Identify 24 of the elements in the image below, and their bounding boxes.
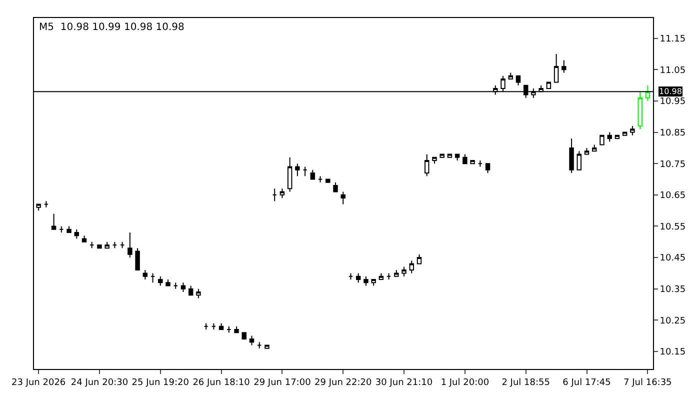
x-tick-label: 23 Jun 2026 <box>12 378 66 388</box>
y-tick-label: 10.35 <box>660 284 686 295</box>
y-tick-label: 10.55 <box>660 222 686 232</box>
x-tick-label: 7 Jul 16:35 <box>624 378 672 388</box>
chart-title: M5 10.98 10.99 10.98 10.98 <box>39 22 184 33</box>
y-tick-label: 10.45 <box>660 254 686 264</box>
y-tick-label: 10.65 <box>660 191 686 202</box>
x-tick-label: 24 Jun 20:30 <box>70 378 128 388</box>
y-tick-label: 11.05 <box>660 66 686 76</box>
y-tick-label: 10.85 <box>660 128 686 138</box>
y-tick-label: 11.15 <box>660 34 686 44</box>
y-tick-label: 10.15 <box>660 348 686 358</box>
x-tick-label: 29 Jun 17:00 <box>254 378 312 388</box>
x-tick-label: 2 Jul 18:55 <box>502 378 550 388</box>
ref-line-label: 10.98 <box>659 87 682 96</box>
x-tick-label: 29 Jun 22:20 <box>314 378 372 388</box>
x-tick-label: 6 Jul 17:45 <box>562 378 611 388</box>
x-tick-label: 30 Jun 21:10 <box>375 378 433 388</box>
x-tick-label: 26 Jun 18:10 <box>192 378 250 388</box>
y-tick-label: 10.25 <box>660 316 686 326</box>
y-tick-label: 10.95 <box>660 97 686 108</box>
x-tick-label: 1 Jul 20:00 <box>440 378 490 388</box>
x-tick-label: 25 Jun 19:20 <box>132 378 190 388</box>
y-tick-label: 10.75 <box>660 160 686 170</box>
